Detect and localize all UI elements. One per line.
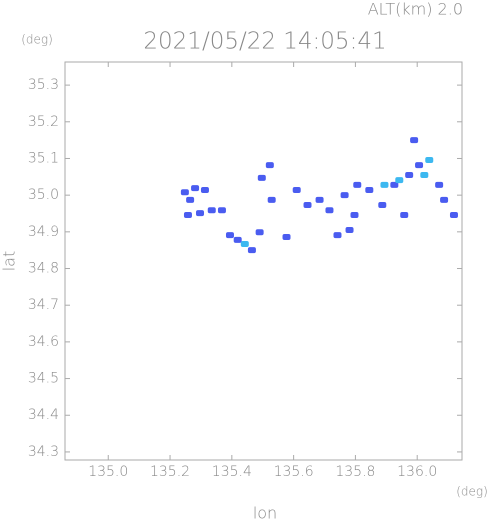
echo-cell	[410, 137, 419, 144]
echo-cell	[282, 233, 291, 240]
x-tick-label: 135.0	[88, 464, 128, 480]
echo-cell	[267, 196, 276, 203]
plot-frame	[64, 61, 463, 461]
echo-cell	[353, 181, 362, 188]
x-unit: (deg)	[456, 485, 488, 499]
echo-cell	[345, 227, 354, 234]
echo-cell	[191, 185, 200, 192]
echo-cell	[435, 181, 444, 188]
y-axis-label: lat	[0, 251, 19, 272]
echo-cell	[200, 187, 209, 194]
y-tick-label: 34.6	[28, 334, 59, 350]
echo-cell	[315, 196, 324, 203]
x-tick-label: 135.6	[274, 464, 314, 480]
x-tick-label: 135.8	[335, 464, 375, 480]
echo-cell	[240, 240, 249, 247]
y-tick-label: 34.9	[28, 224, 59, 240]
echo-cell	[380, 181, 389, 188]
y-tick-label: 35.3	[28, 77, 59, 93]
y-tick-label: 34.7	[28, 297, 59, 313]
altitude-label: ALT(km) 2.0	[368, 0, 463, 19]
echo-cell	[186, 196, 195, 203]
echo-cell	[390, 181, 399, 188]
echo-cell	[449, 211, 458, 218]
echo-cell	[425, 156, 434, 163]
y-tick-label: 34.3	[28, 444, 59, 460]
echo-cell	[400, 211, 409, 218]
echo-cell	[180, 189, 189, 196]
echo-cell	[233, 236, 242, 243]
echo-cell	[225, 232, 234, 239]
echo-cell	[350, 211, 359, 218]
y-tick-label: 34.4	[28, 407, 59, 423]
echo-cell	[395, 177, 404, 184]
echo-cell	[265, 162, 274, 169]
y-tick-label: 35.0	[28, 187, 59, 203]
y-unit: (deg)	[21, 33, 53, 47]
y-tick-label: 34.5	[28, 371, 59, 387]
echo-cell	[207, 207, 216, 214]
echo-cell	[303, 202, 312, 209]
echo-cell	[183, 211, 192, 218]
y-tick-label: 35.2	[28, 114, 59, 130]
echo-cell	[247, 247, 256, 254]
echo-cell	[420, 171, 429, 178]
echo-cell	[405, 171, 414, 178]
echo-cell	[415, 162, 424, 169]
chart-title: 2021/05/22 14:05:41	[143, 29, 386, 55]
echo-cell	[196, 210, 205, 217]
x-tick-label: 135.2	[150, 464, 190, 480]
echo-cell	[340, 192, 349, 199]
echo-cell	[325, 207, 334, 214]
y-tick-label: 34.8	[28, 261, 59, 277]
x-tick-label: 136.0	[397, 464, 437, 480]
x-tick-label: 135.4	[212, 464, 252, 480]
echo-cell	[217, 207, 226, 214]
echo-cell	[333, 232, 342, 239]
echo-cell	[292, 187, 301, 194]
y-tick-label: 35.1	[28, 150, 59, 166]
echo-cell	[255, 229, 264, 236]
x-axis-label: lon	[253, 504, 277, 521]
echo-cell	[378, 202, 387, 209]
echo-cell	[257, 174, 266, 181]
echo-cell	[440, 196, 449, 203]
echo-cell	[365, 187, 374, 194]
